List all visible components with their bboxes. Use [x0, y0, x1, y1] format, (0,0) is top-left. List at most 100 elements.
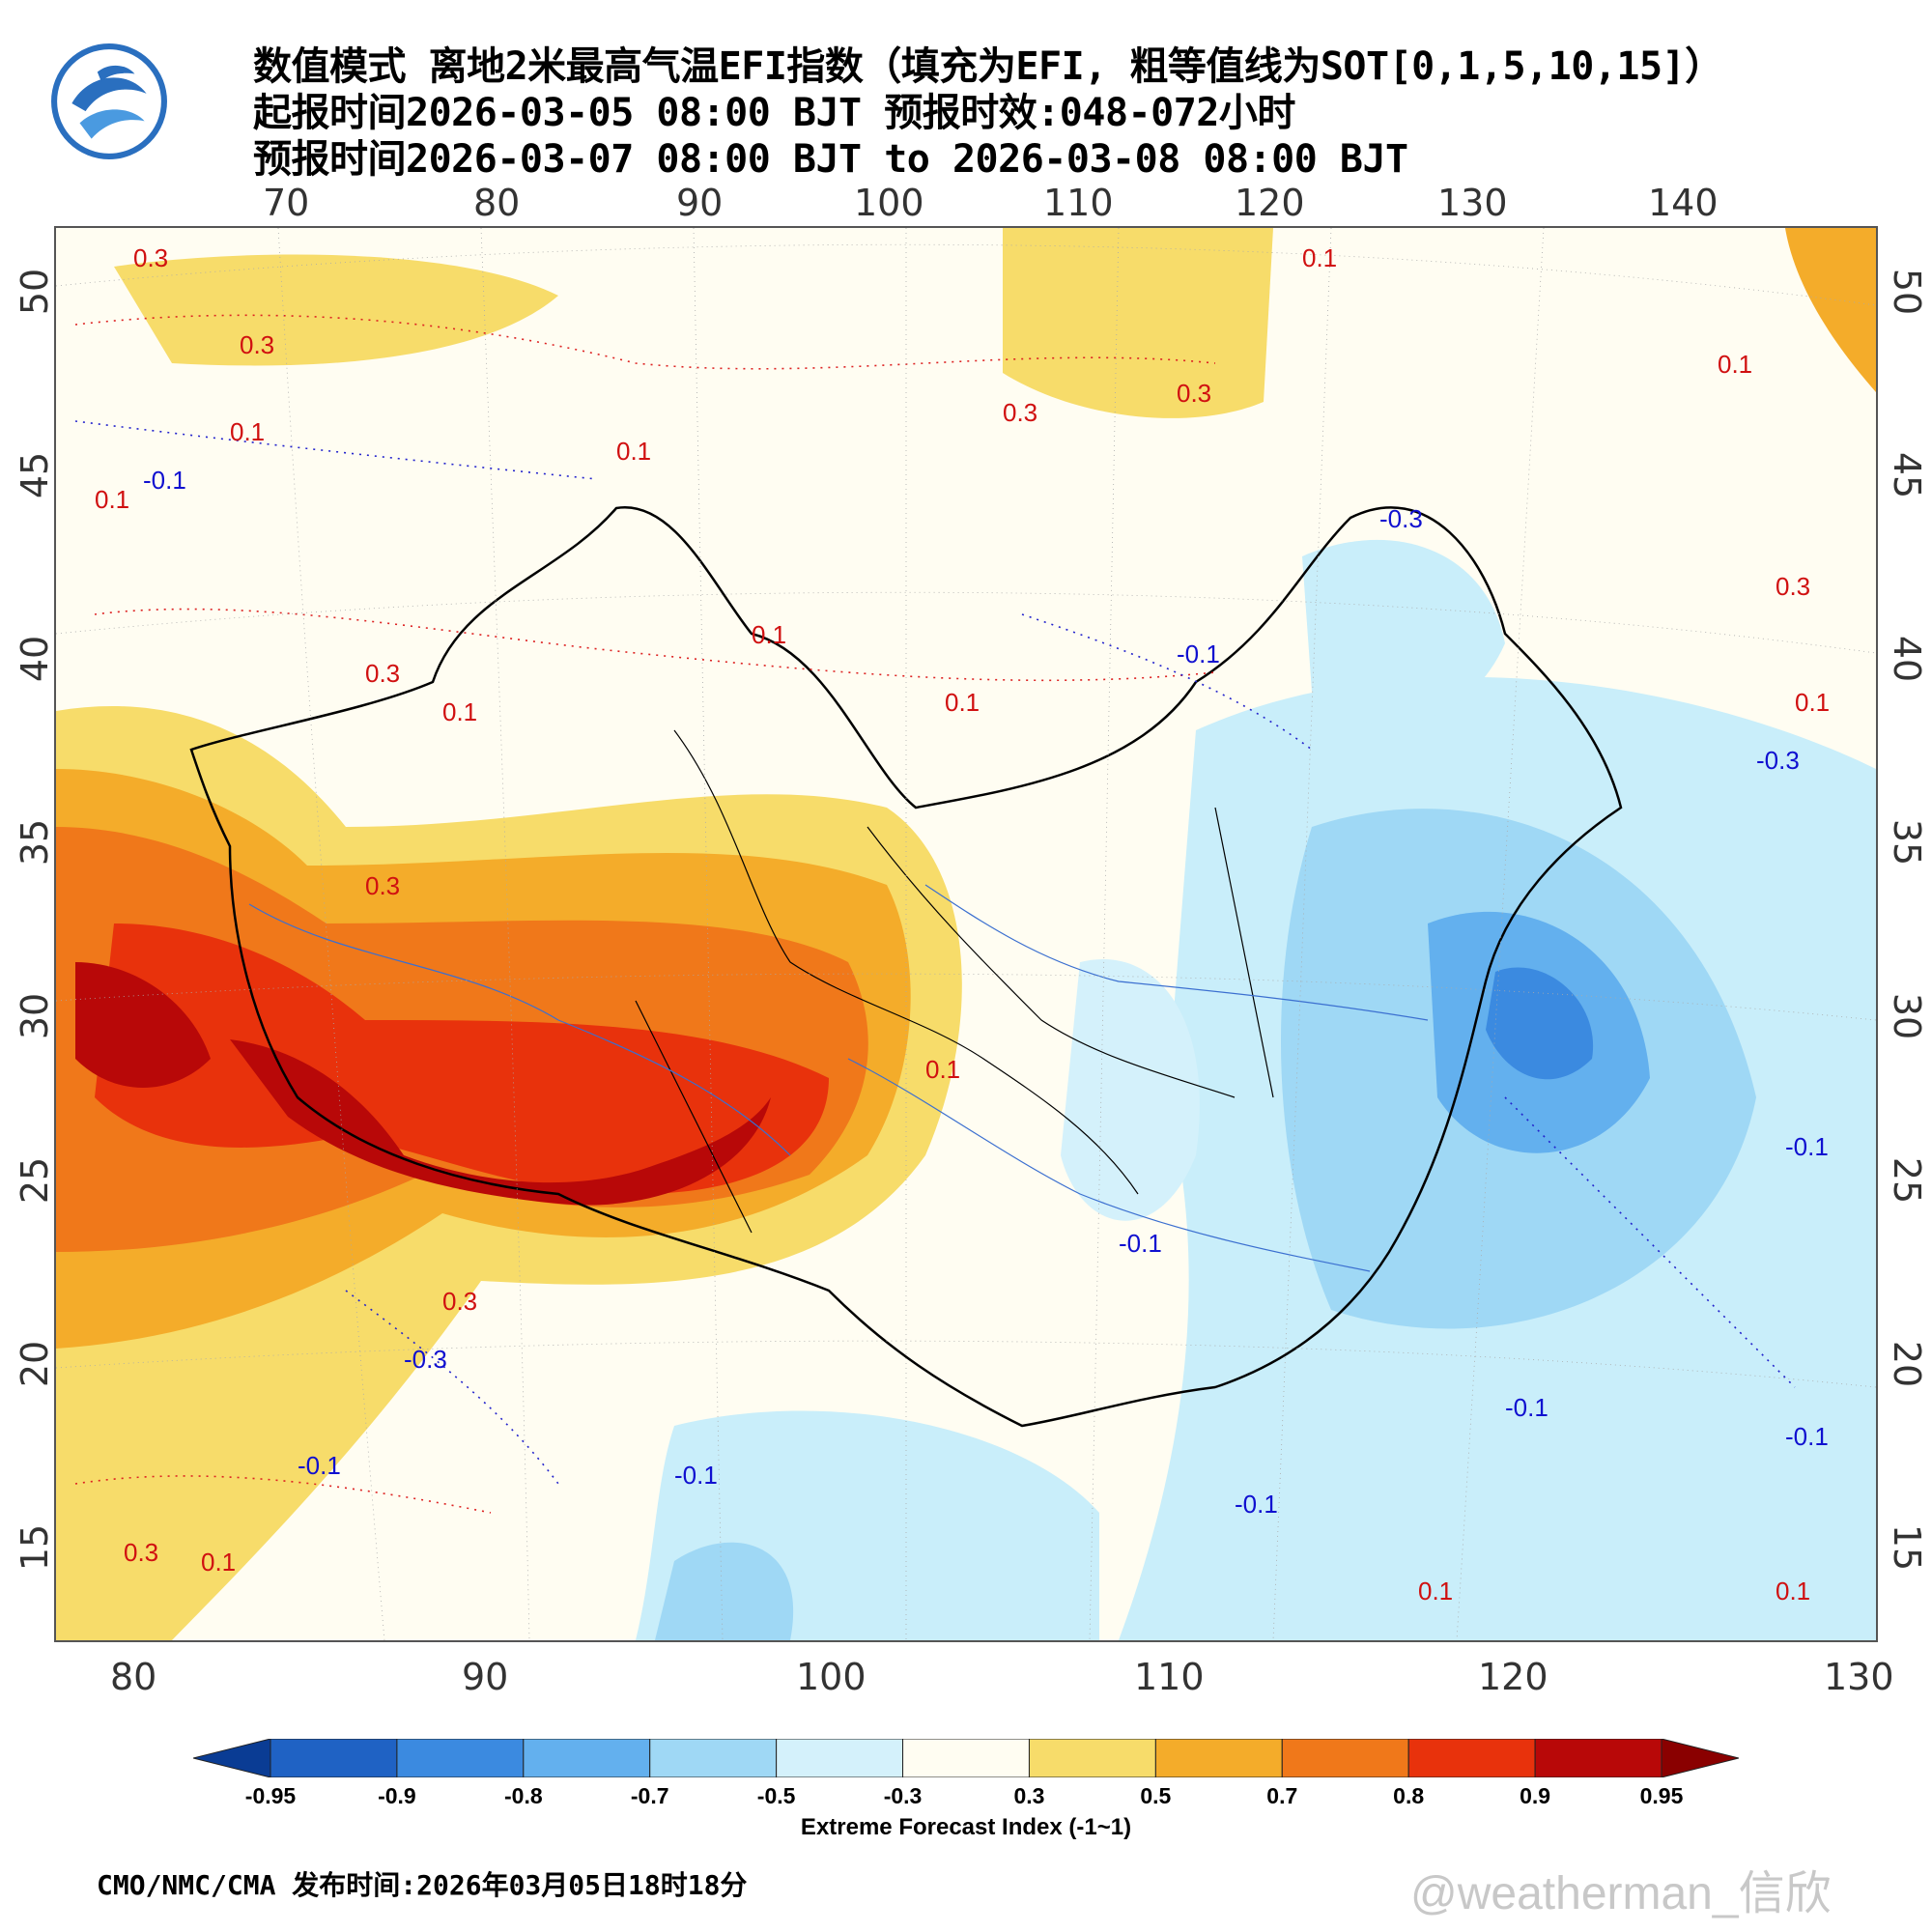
colorbar-swatch: [1028, 1739, 1156, 1777]
colorbar-max-arrow: [1661, 1739, 1739, 1777]
weibo-watermark: @weatherman_信欣: [1410, 1868, 1832, 1919]
northeast-warm: [1785, 228, 1876, 392]
contour-label: -0.1: [1785, 1132, 1829, 1161]
tibet-extreme: [230, 1039, 771, 1206]
north-warm-1: [114, 254, 558, 366]
left-lat-tick: 15: [14, 1523, 57, 1572]
contour-label: 0.1: [1776, 1577, 1810, 1605]
contour-label: 0.1: [616, 437, 651, 466]
colorbar-swatch: [523, 1739, 651, 1777]
top-lon-tick: 90: [676, 182, 724, 224]
bottom-lon-tick: 110: [1134, 1656, 1205, 1698]
contour-label: -0.1: [298, 1451, 341, 1480]
contour-label: -0.3: [404, 1345, 447, 1374]
efi-map: 0.3 0.3 0.1 0.1 0.1 0.3 0.3 0.1 0.1 0.3 …: [54, 226, 1878, 1642]
colorbar-tick-label: -0.5: [756, 1783, 796, 1808]
colorbar-tick-label: -0.8: [503, 1783, 543, 1808]
contour-label: -0.1: [143, 466, 186, 495]
colorbar-swatch: [1534, 1739, 1662, 1777]
graticule: [56, 228, 1876, 1640]
colorbar-tick-label: -0.3: [883, 1783, 923, 1808]
contour-label: 0.1: [925, 1055, 960, 1084]
left-lat-tick: 20: [14, 1340, 57, 1388]
north-warm-2: [1003, 228, 1273, 418]
contour-label: 0.1: [1795, 688, 1830, 717]
contour-label: -0.3: [1756, 746, 1800, 775]
left-lat-tick: 35: [14, 818, 57, 867]
left-lat-tick: 25: [14, 1156, 57, 1205]
contour-label: 0.3: [1003, 398, 1037, 427]
colorbar-min-arrow: [193, 1739, 271, 1777]
right-lat-tick: 30: [1886, 992, 1929, 1040]
colorbar-title: Extreme Forecast Index (-1~1): [800, 1814, 1132, 1840]
bottom-lon-tick: 130: [1824, 1656, 1894, 1698]
colorbar-tick-label: 0.3: [1013, 1783, 1045, 1808]
colorbar-swatch: [902, 1739, 1030, 1777]
bottom-lon-tick: 90: [462, 1656, 509, 1698]
bottom-lon-tick: 80: [110, 1656, 157, 1698]
northeast-cool: [1302, 539, 1505, 725]
contour-label: 0.3: [124, 1538, 158, 1567]
contour-label: -0.1: [1119, 1229, 1162, 1258]
valid-time-label: 预报时间2026-03-07 08:00 BJT to 2026-03-08 0…: [253, 137, 1408, 182]
top-lon-tick: 120: [1235, 182, 1305, 224]
colorbar-swatch: [396, 1739, 525, 1777]
colorbar-tick-label: -0.9: [378, 1783, 416, 1808]
warm-contour-dotted: [74, 314, 1216, 1514]
contour-label: 0.1: [752, 620, 786, 649]
central-cool: [1061, 958, 1200, 1221]
colorbar-tick-label: 0.8: [1393, 1783, 1425, 1808]
top-lon-tick: 130: [1437, 182, 1508, 224]
contour-label: 0.3: [1776, 572, 1810, 601]
east-cool-center: [1486, 967, 1594, 1080]
contour-label: 0.1: [1302, 243, 1337, 272]
top-lon-tick: 70: [263, 182, 310, 224]
contour-label: 0.1: [1418, 1577, 1453, 1605]
left-lat-tick: 50: [14, 268, 57, 316]
colorbar-tick-label: -0.95: [244, 1783, 297, 1808]
cool-contour-dotted: [74, 420, 1796, 1485]
contour-label: 0.3: [365, 659, 400, 688]
contour-label: -0.1: [1505, 1393, 1548, 1422]
south-cool-inner: [655, 1542, 794, 1640]
contour-label: 0.1: [945, 688, 980, 717]
right-lat-tick: 20: [1886, 1340, 1929, 1388]
efi-map-canvas: 0.3 0.3 0.1 0.1 0.1 0.3 0.3 0.1 0.1 0.3 …: [56, 228, 1876, 1640]
map-title: 数值模式 离地2米最高气温EFI指数（填充为EFI, 粗等值线为SOT[0,1,…: [253, 44, 1723, 89]
contour-label: 0.1: [95, 485, 129, 514]
contour-label: -0.1: [1235, 1490, 1278, 1519]
right-lat-tick: 45: [1886, 451, 1929, 499]
tibet-hot: [95, 923, 829, 1194]
colorbar-tick-label: 0.9: [1520, 1783, 1551, 1808]
left-lat-tick: 30: [14, 992, 57, 1040]
contour-label: -0.1: [674, 1461, 718, 1490]
contour-label: 0.1: [230, 417, 265, 446]
contour-label: 0.1: [201, 1548, 236, 1577]
top-lon-tick: 140: [1648, 182, 1719, 224]
contour-label: -0.3: [1379, 504, 1423, 533]
contour-label: 0.3: [365, 871, 400, 900]
right-lat-tick: 50: [1886, 268, 1929, 316]
bottom-lon-tick: 120: [1478, 1656, 1548, 1698]
tibet-core: [75, 962, 211, 1088]
contour-label: -0.1: [1785, 1422, 1829, 1451]
province-lines: [635, 729, 1274, 1234]
contour-label: 0.1: [1718, 350, 1752, 379]
colorbar-swatch: [1281, 1739, 1409, 1777]
right-lat-tick: 35: [1886, 818, 1929, 867]
efi-colorbar: [193, 1739, 1739, 1777]
right-lat-tick: 40: [1886, 635, 1929, 683]
contour-label: -0.1: [1177, 639, 1220, 668]
colorbar-swatch: [1407, 1739, 1536, 1777]
contour-label: 0.3: [1177, 379, 1211, 408]
cma-logo-icon: [51, 43, 167, 159]
right-lat-tick: 15: [1886, 1523, 1929, 1572]
contour-label: 0.3: [442, 1287, 477, 1316]
contour-label: 0.3: [240, 330, 274, 359]
contour-label: 0.3: [133, 243, 168, 272]
contour-label: 0.1: [442, 697, 477, 726]
colorbar-tick-label: -0.7: [630, 1783, 669, 1808]
colorbar-tick-label: 0.5: [1140, 1783, 1172, 1808]
top-lon-tick: 80: [473, 182, 521, 224]
china-border: [189, 506, 1623, 1428]
